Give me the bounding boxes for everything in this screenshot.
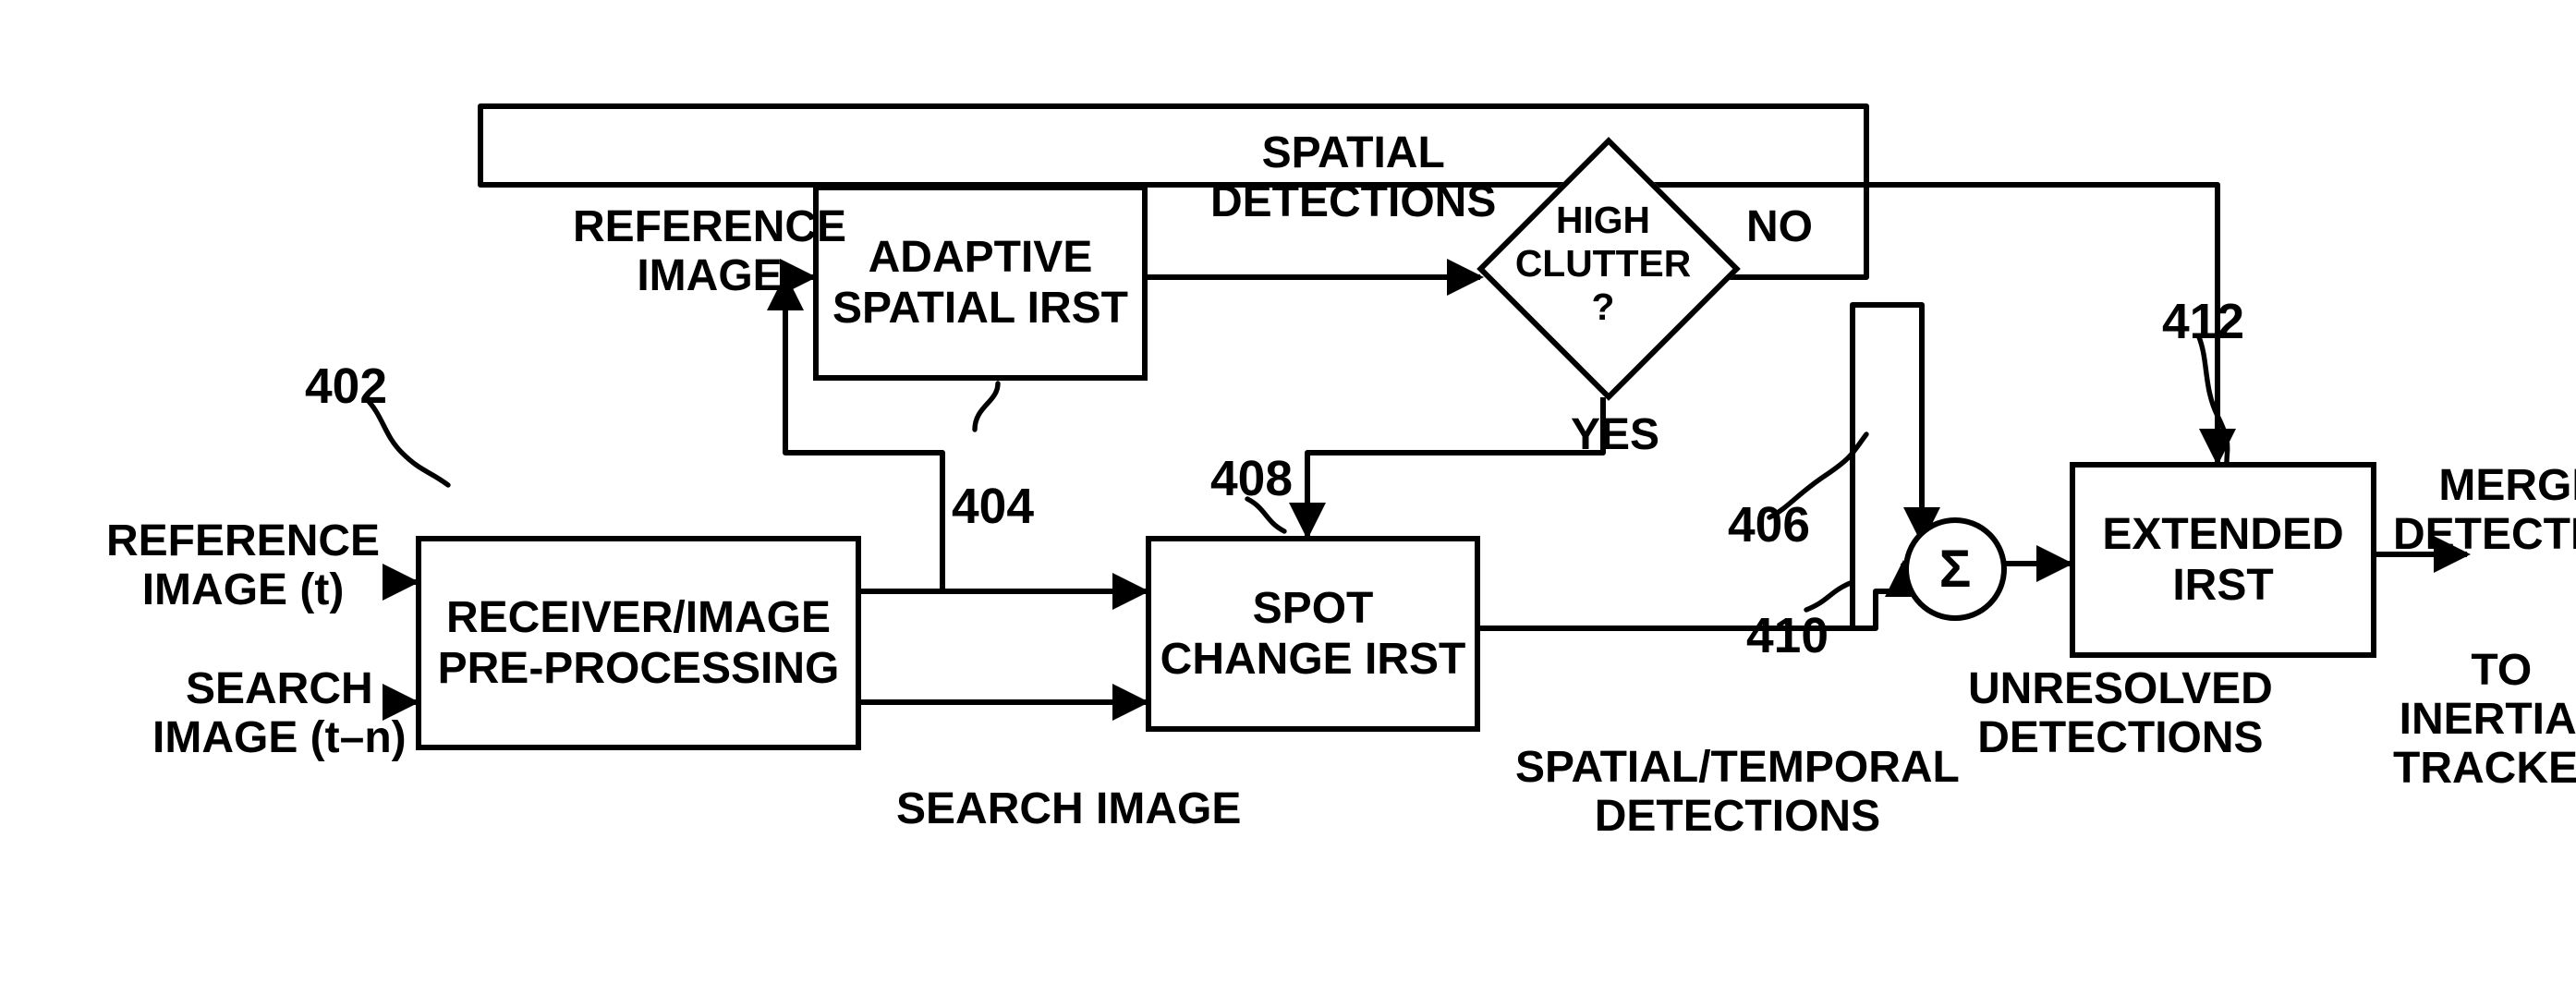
node-decision: HIGHCLUTTER?: [1515, 176, 1691, 351]
label-no: NO: [1746, 203, 1813, 252]
decision-label: HIGHCLUTTER?: [1515, 176, 1691, 351]
edge-spot_to_sigma: [1469, 564, 1903, 628]
edge-spot_loop_up: [1469, 305, 1922, 628]
leader-s404: [975, 383, 998, 430]
edge-dec_yes_down: [1307, 397, 1603, 536]
label-ref412: 412: [2162, 296, 2244, 350]
label-ref404: 404: [952, 480, 1034, 535]
leader-s412: [2199, 337, 2228, 462]
label-yes: YES: [1571, 411, 1659, 460]
label-search_image_tn: SEARCHIMAGE (t–n): [152, 665, 407, 763]
label-ref410: 410: [1746, 610, 1829, 664]
label-search_image: SEARCH IMAGE: [896, 785, 1241, 834]
label-spatial_detections: SPATIALDETECTIONS: [1210, 129, 1496, 227]
label-spatial_temporal: SPATIAL/TEMPORALDETECTIONS: [1515, 744, 1960, 842]
node-sigma: Σ: [1903, 517, 2007, 621]
node-receiver: RECEIVER/IMAGEPRE-PROCESSING: [416, 536, 861, 750]
node-extended: EXTENDEDIRST: [2070, 462, 2376, 658]
node-spot: SPOTCHANGE IRST: [1146, 536, 1480, 732]
label-ref406: 406: [1728, 499, 1810, 553]
label-ref402: 402: [305, 360, 387, 415]
label-ref408: 408: [1210, 453, 1293, 507]
label-merged: MERGEDDETECTIONS: [2393, 462, 2576, 560]
label-unresolved: UNRESOLVEDDETECTIONS: [1968, 665, 2273, 763]
leader-s410: [1806, 582, 1853, 610]
label-to_tracker: TO INERTIALTRACKER: [2393, 647, 2576, 793]
irst-flowchart: RECEIVER/IMAGEPRE-PROCESSING ADAPTIVESPAT…: [18, 18, 2576, 978]
label-ref_image_t: REFERENCEIMAGE (t): [106, 517, 380, 615]
label-ref_image_in: REFERENCEIMAGE: [573, 203, 846, 301]
node-adaptive: ADAPTIVESPATIAL IRST: [813, 185, 1148, 381]
